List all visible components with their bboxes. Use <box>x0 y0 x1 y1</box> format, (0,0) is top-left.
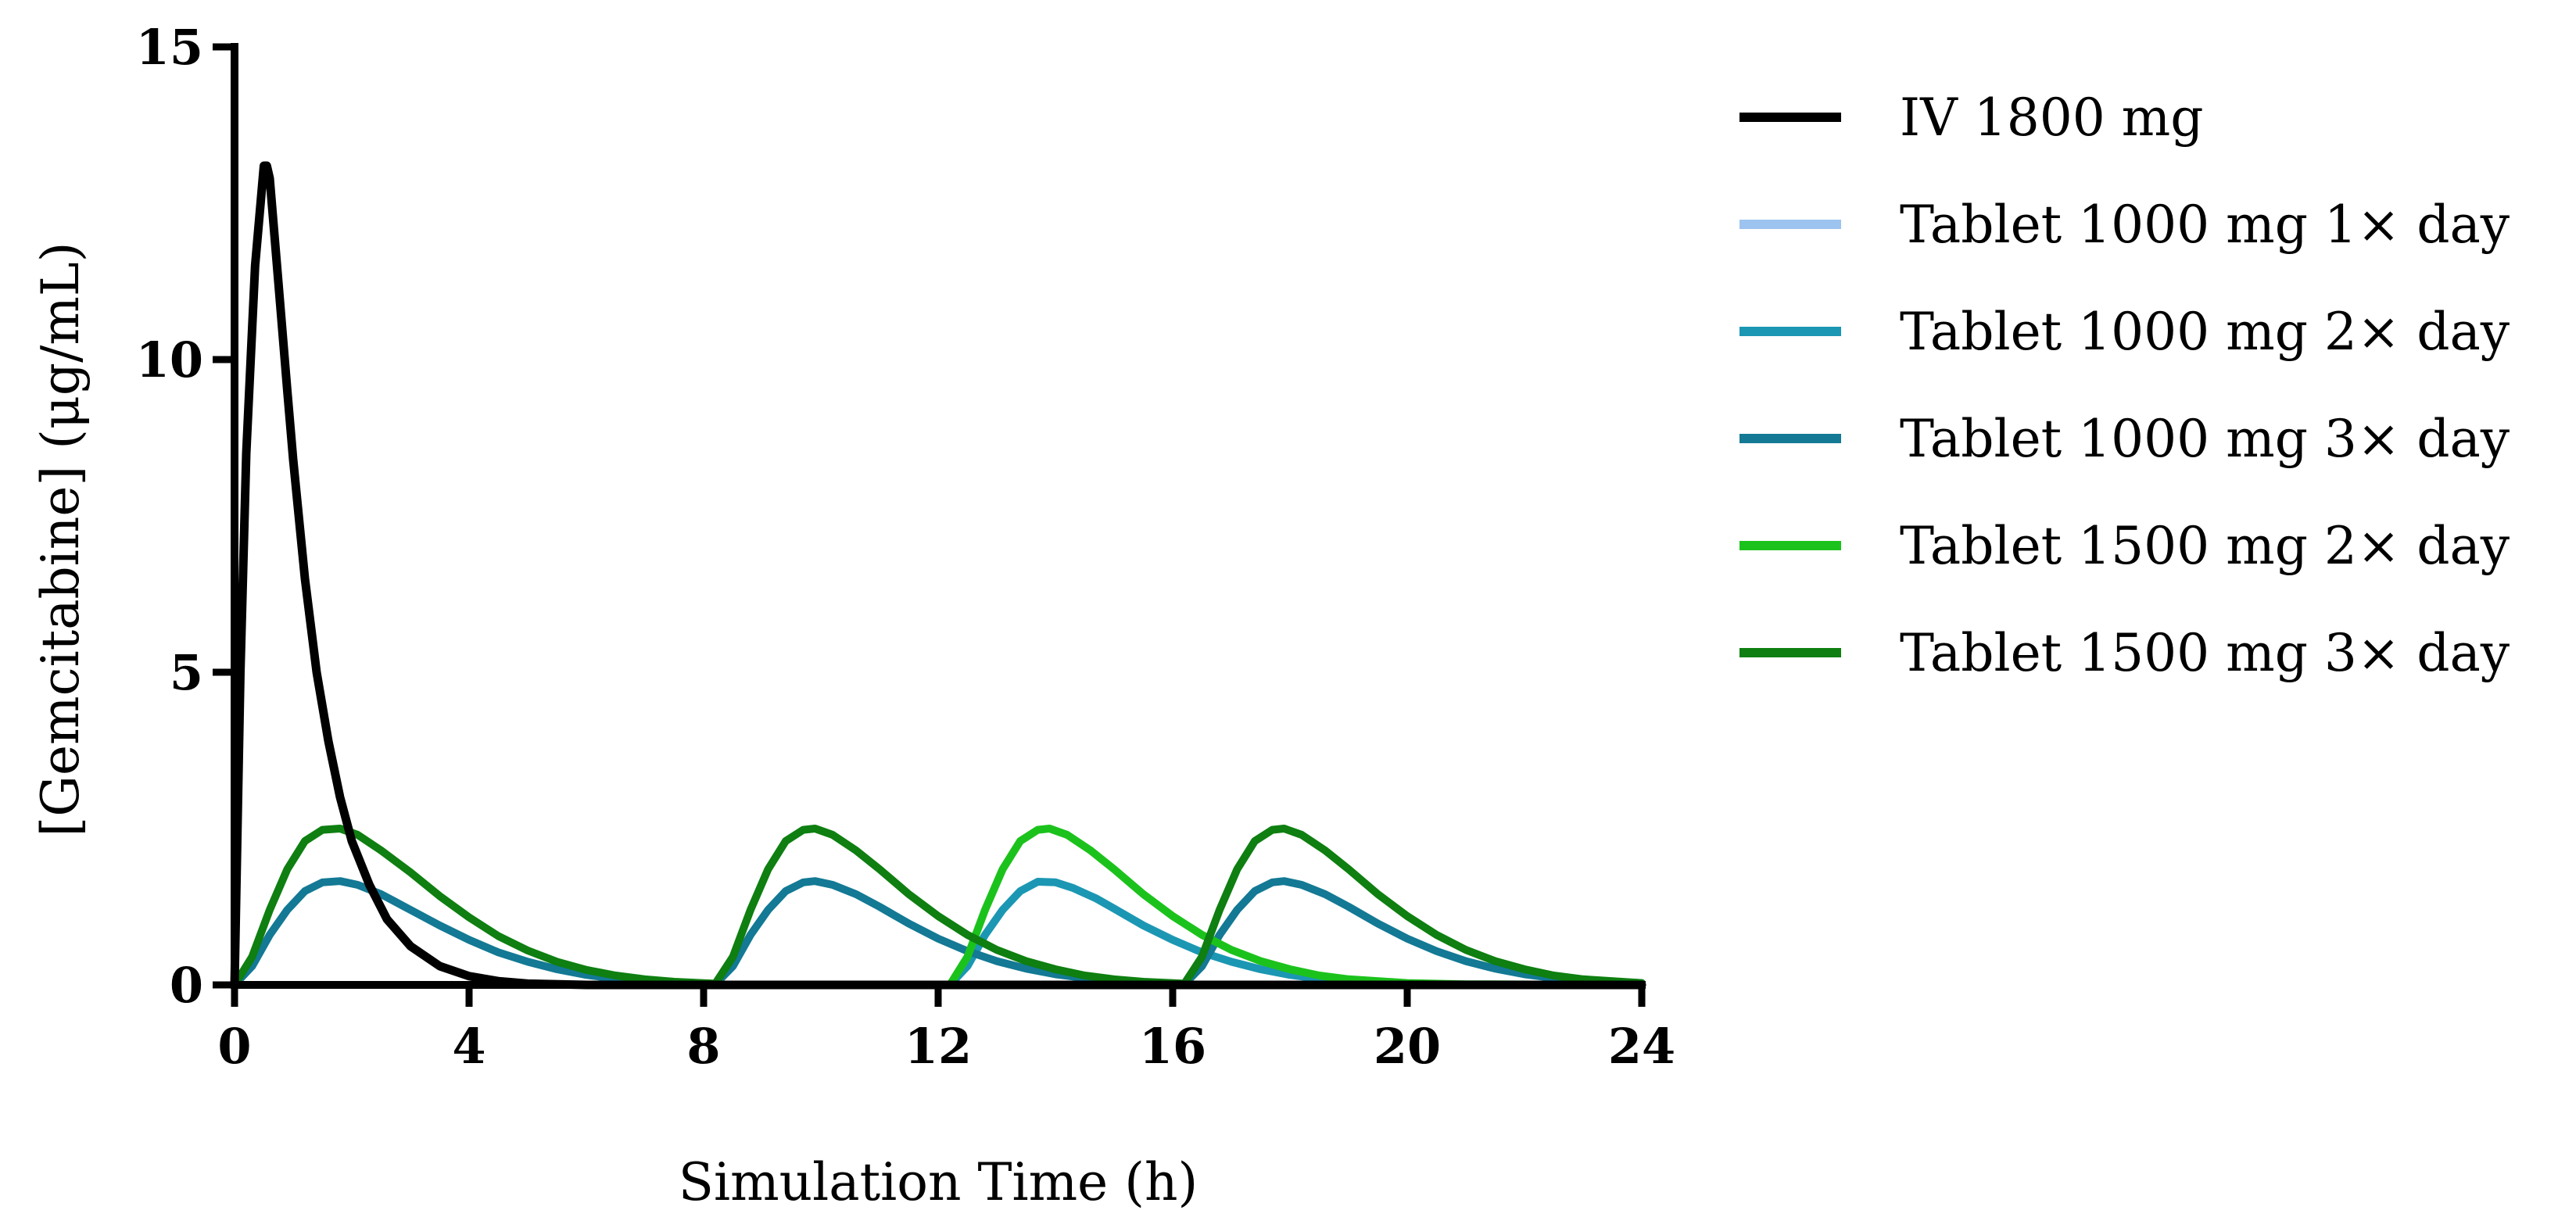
x-tick-label: 0 <box>217 1018 251 1075</box>
x-tick-label: 20 <box>1374 1018 1441 1075</box>
x-tick-label: 16 <box>1139 1018 1206 1075</box>
legend: IV 1800 mg Tablet 1000 mg 1× day Tablet 10… <box>1739 88 2510 683</box>
y-axis-title: [Gemcitabine] (μg/mL) <box>30 242 91 837</box>
legend-label: Tablet 1000 mg 2× day <box>1900 302 2510 362</box>
y-tick-label: 5 <box>170 644 203 701</box>
legend-label: Tablet 1000 mg 1× day <box>1900 195 2510 255</box>
legend-item: Tablet 1500 mg 3× day <box>1739 623 2510 683</box>
legend-item: Tablet 1000 mg 3× day <box>1739 409 2510 469</box>
legend-item: Tablet 1000 mg 1× day <box>1739 195 2510 255</box>
series-line-0 <box>230 161 1646 990</box>
y-tick-label: 15 <box>136 19 203 76</box>
x-tick-label: 4 <box>452 1018 485 1075</box>
axes-layer <box>231 43 1646 989</box>
legend-label: Tablet 1000 mg 3× day <box>1900 409 2510 469</box>
x-tick-label: 12 <box>905 1018 972 1075</box>
ticks-layer: 0 4 8 12 16 20 24 0 5 10 15 <box>136 19 1675 1075</box>
legend-item: Tablet 1000 mg 2× day <box>1739 302 2510 362</box>
series-line-4 <box>231 825 1646 989</box>
series-line-3 <box>231 877 1646 989</box>
legend-label: IV 1800 mg <box>1900 88 2204 148</box>
legend-item: IV 1800 mg <box>1739 88 2204 148</box>
y-tick-label: 10 <box>136 331 203 388</box>
series-layer <box>230 161 1646 990</box>
legend-label: Tablet 1500 mg 3× day <box>1900 623 2510 683</box>
x-tick-label: 24 <box>1608 1018 1675 1075</box>
y-tick-label: 0 <box>170 957 203 1014</box>
x-tick-label: 8 <box>686 1018 720 1075</box>
series-line-5 <box>231 825 1646 989</box>
legend-item: Tablet 1500 mg 2× day <box>1739 516 2510 576</box>
x-axis-title: Simulation Time (h) <box>679 1152 1198 1212</box>
legend-label: Tablet 1500 mg 2× day <box>1900 516 2510 576</box>
